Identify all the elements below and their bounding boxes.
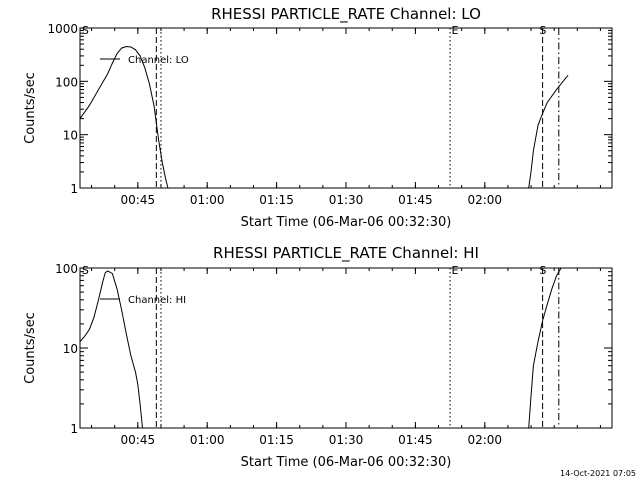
series-line xyxy=(528,74,569,189)
series-line xyxy=(528,267,562,429)
y-tick-label: 1 xyxy=(70,182,78,196)
legend-label: Channel: HI xyxy=(128,295,186,306)
timestamp: 14-Oct-2021 07:05 xyxy=(560,469,636,478)
x-tick-label: 01:30 xyxy=(329,193,364,207)
chart-title: RHESSI PARTICLE_RATE Channel: HI xyxy=(213,244,479,263)
event-marker-label: S xyxy=(82,24,89,37)
series-line xyxy=(79,45,169,189)
x-tick-label: 01:45 xyxy=(398,433,433,447)
x-tick-label: 01:15 xyxy=(259,433,294,447)
y-tick-label: 1000 xyxy=(47,22,78,36)
x-tick-label: 00:45 xyxy=(121,433,156,447)
event-marker-label: S xyxy=(539,264,546,277)
x-tick-label: 02:00 xyxy=(467,433,502,447)
event-marker-label: S xyxy=(539,24,546,37)
plot-frame xyxy=(79,267,613,429)
event-marker-label: S xyxy=(82,264,89,277)
x-axis-label: Start Time (06-Mar-06 00:32:30) xyxy=(241,455,452,470)
y-axis-label: Counts/sec xyxy=(23,312,38,384)
y-axis-label: Counts/sec xyxy=(23,72,38,144)
x-tick-label: 01:45 xyxy=(398,193,433,207)
x-tick-label: 01:00 xyxy=(190,193,225,207)
y-tick-label: 100 xyxy=(55,262,78,276)
legend-label: Channel: LO xyxy=(128,55,189,66)
x-tick-label: 02:00 xyxy=(467,193,502,207)
y-tick-label: 10 xyxy=(63,129,78,143)
event-marker-label: E xyxy=(451,264,458,277)
y-tick-label: 100 xyxy=(55,75,78,89)
y-tick-label: 1 xyxy=(70,422,78,436)
x-tick-label: 00:45 xyxy=(121,193,156,207)
panel-hi: RHESSI PARTICLE_RATE Channel: HI 00:45 01:… xyxy=(23,244,613,470)
x-axis-label: Start Time (06-Mar-06 00:32:30) xyxy=(241,215,452,230)
panel-lo: RHESSI PARTICLE_RATE Channel: LO 00:45 01:… xyxy=(23,5,613,230)
chart-title: RHESSI PARTICLE_RATE Channel: LO xyxy=(211,5,481,24)
x-tick-label: 01:30 xyxy=(329,433,364,447)
y-tick-label: 10 xyxy=(63,342,78,356)
series-line xyxy=(79,270,143,429)
x-tick-label: 01:00 xyxy=(190,433,225,447)
event-marker-label: E xyxy=(451,24,458,37)
x-tick-label: 01:15 xyxy=(259,193,294,207)
